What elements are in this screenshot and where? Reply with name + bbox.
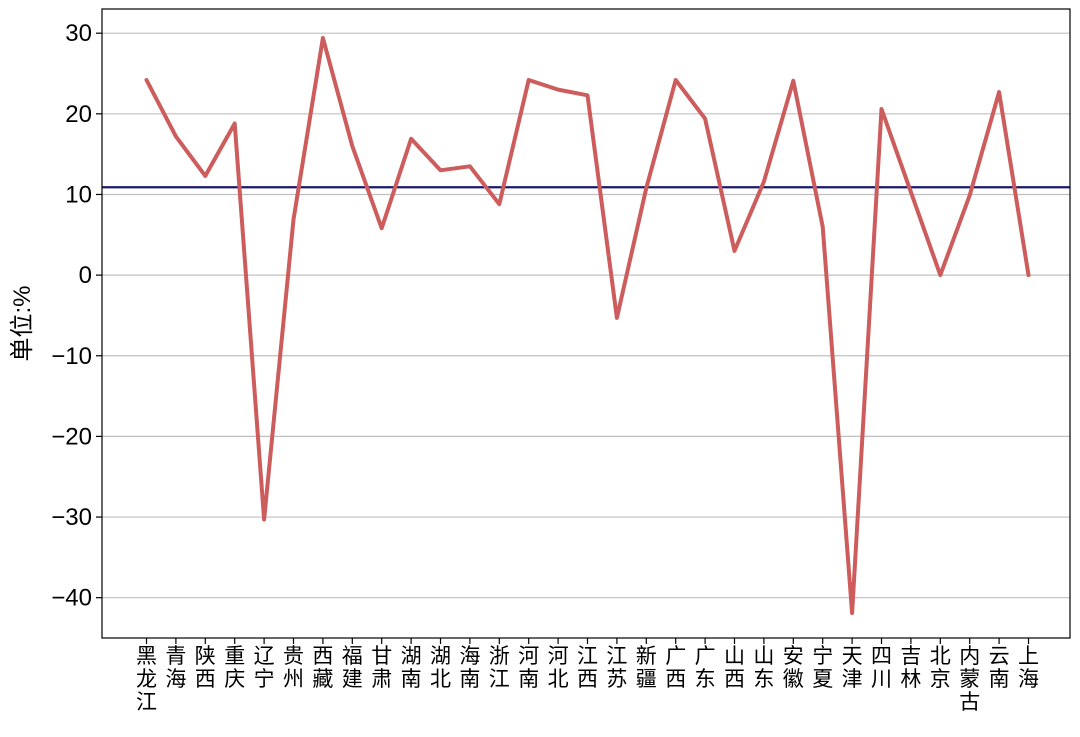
x-tick-label: 湖南	[401, 644, 422, 691]
x-tick-label: 广西	[665, 644, 686, 691]
y-tick-label: 0	[79, 262, 92, 289]
x-tick-label: 河南	[518, 644, 539, 691]
x-tick-label: 天津	[842, 644, 863, 691]
x-tick-label: 吉林	[900, 644, 921, 691]
series-line	[144, 36, 1031, 615]
x-axis-ticks: 黑龙江青海陕西重庆辽宁贵州西藏福建甘肃湖南湖北海南浙江河南河北江西江苏新疆广西广…	[136, 638, 1039, 714]
x-tick-label: 甘肃	[371, 644, 392, 691]
x-tick-label: 海南	[459, 644, 480, 691]
y-axis-ticks: 30 20 10 0 −10 −20 −30 −40	[51, 20, 102, 612]
x-tick-label: 湖北	[430, 644, 451, 691]
y-tick-label: 10	[65, 181, 92, 208]
x-tick-label: 山东	[753, 644, 774, 691]
x-tick-label: 西藏	[312, 644, 333, 691]
y-tick-label: 20	[65, 101, 92, 128]
x-tick-label: 广东	[695, 644, 716, 691]
y-tick-label: −20	[51, 423, 92, 450]
series-group	[144, 36, 1031, 615]
x-tick-label: 宁夏	[812, 644, 833, 691]
plot-frame	[101, 8, 1071, 639]
x-tick-label: 河北	[548, 644, 569, 691]
x-tick-label: 浙江	[489, 644, 510, 691]
y-tick-label: 30	[65, 20, 92, 47]
y-axis-label: 单位:%	[9, 285, 36, 361]
x-tick-label: 贵州	[283, 644, 304, 691]
x-tick-label: 江西	[577, 644, 598, 691]
x-tick-label: 陕西	[195, 644, 216, 691]
x-tick-label: 北京	[930, 644, 951, 691]
x-tick-label: 青海	[165, 644, 186, 691]
x-tick-label: 福建	[342, 644, 363, 691]
x-tick-label: 四川	[871, 644, 892, 691]
x-tick-label: 云南	[989, 644, 1010, 691]
y-tick-label: −10	[51, 343, 92, 370]
x-tick-label: 辽宁	[254, 644, 275, 691]
x-tick-label: 山西	[724, 644, 745, 691]
y-tick-label: −40	[51, 585, 92, 612]
x-tick-label: 内蒙古	[959, 644, 980, 714]
x-tick-label: 江苏	[606, 644, 627, 691]
x-tick-label: 安徽	[783, 644, 804, 691]
x-tick-label: 新疆	[636, 644, 657, 691]
y-tick-label: −30	[51, 504, 92, 531]
x-tick-label: 重庆	[224, 644, 245, 691]
x-tick-label: 黑龙江	[136, 644, 157, 714]
x-tick-label: 上海	[1018, 644, 1039, 691]
